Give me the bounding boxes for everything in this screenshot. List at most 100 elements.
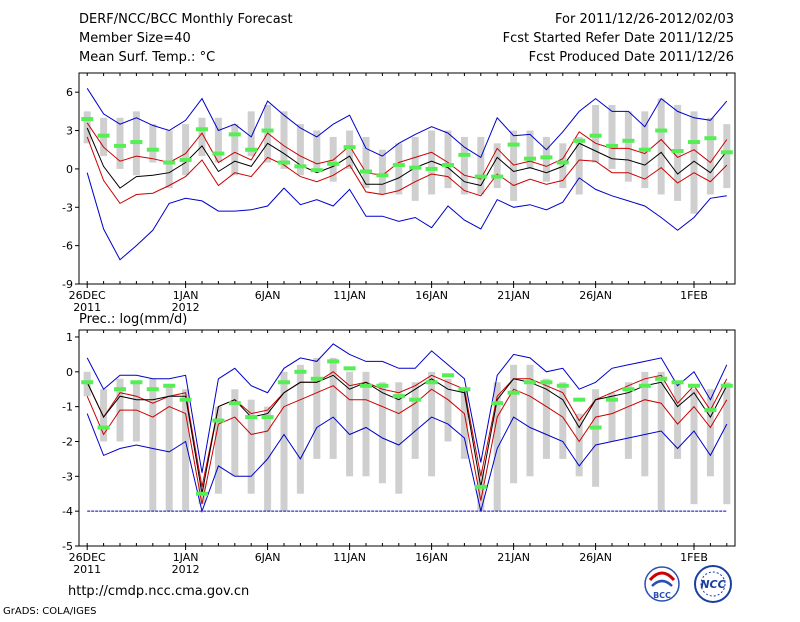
temp-obs-marker [704, 136, 717, 141]
prec-y-tick-label: -2 [62, 435, 73, 448]
temp-ensemble-bar [116, 117, 124, 169]
prec-x-tick-year: 2011 [73, 563, 101, 576]
prec-x-tick-label: 21JAN [497, 551, 530, 564]
prec-ensemble-bar [231, 389, 239, 477]
prec-obs-marker [81, 380, 94, 385]
prec-ensemble-bar [247, 399, 255, 494]
temp-obs-marker [114, 143, 126, 148]
temp-ensemble-bar [624, 111, 632, 182]
temp-ensemble-bar [231, 124, 239, 176]
prec-ensemble-bar [526, 364, 534, 477]
prec-obs-marker [671, 380, 684, 385]
prec-x-tick-label: 11JAN [333, 551, 366, 564]
temp-series-max [86, 88, 728, 159]
temp-x-tick-label: 11JAN [333, 289, 366, 302]
temp-ensemble-bar [198, 117, 206, 157]
temp-obs-marker [130, 140, 143, 145]
prec-ensemble-bar [395, 382, 403, 494]
bcc-logo-text: BCC [653, 591, 671, 600]
prec-ensemble-bar [329, 357, 337, 459]
prec-ensemble-bar [542, 378, 550, 459]
temp-obs-marker [81, 117, 94, 122]
temp-x-tick-label: 16JAN [415, 289, 448, 302]
prec-obs-marker [376, 383, 389, 388]
temp-ensemble-bar [657, 98, 665, 195]
prec-obs-marker [196, 491, 208, 496]
temp-obs-marker [524, 156, 536, 161]
temp-obs-marker [442, 163, 454, 168]
temp-obs-marker [720, 150, 733, 155]
prec-obs-marker [245, 415, 258, 420]
footer-url: http://cmdp.ncc.cma.gov.cn [68, 584, 249, 599]
header-variable: Mean Surf. Temp.: °C [79, 50, 215, 65]
prec-obs-marker [392, 394, 405, 399]
prec-ensemble-bar [411, 382, 419, 459]
temperature-y-axis: 6 3 0 -3 -6 -9 [62, 86, 79, 291]
temp-obs-marker [606, 143, 618, 148]
prec-obs-marker [163, 383, 176, 388]
temp-y-tick-label: 3 [66, 125, 73, 138]
prec-ensemble-bar [657, 371, 665, 512]
bcc-logo-wave [651, 579, 673, 587]
prec-obs-marker [294, 369, 307, 374]
prec-obs-marker [655, 376, 668, 381]
temp-obs-marker [196, 127, 208, 132]
prec-ensemble-bar [624, 382, 632, 459]
temp-x-tick-year: 2012 [172, 301, 200, 314]
prec-x-tick-label: 16JAN [415, 551, 448, 564]
prec-ensemble-bar [460, 389, 468, 459]
prec-obs-marker [261, 415, 274, 420]
header-member-size: Member Size=40 [79, 31, 191, 46]
temp-obs-marker [589, 133, 602, 138]
temp-ensemble-bar [346, 130, 354, 169]
prec-y-tick-label: -1 [62, 401, 73, 414]
prec-series-spread-upper [86, 371, 728, 487]
prec-ensemble-bar [165, 385, 173, 512]
temp-obs-marker [622, 138, 635, 143]
header-left: DERF/NCC/BCC Monthly Forecast Member Siz… [79, 12, 293, 65]
temp-obs-marker [360, 169, 372, 174]
prec-obs-marker [507, 390, 520, 395]
temp-ensemble-bar [329, 136, 337, 182]
prec-ensemble-bar [477, 469, 485, 512]
prec-x-tick-label: 6JAN [255, 551, 281, 564]
header-produced-date: Fcst Produced Date 2011/12/26 [529, 50, 734, 65]
temp-y-tick-label: -3 [62, 201, 73, 214]
prec-obs-marker [310, 376, 323, 381]
temp-ensemble-bar [247, 111, 255, 157]
temp-y-tick-label: 6 [66, 86, 73, 99]
prec-obs-marker [425, 380, 438, 385]
precipitation-panel-frame [78, 329, 736, 547]
temp-ensemble-bar [723, 124, 731, 189]
prec-ensemble-bar [723, 382, 731, 505]
temp-ensemble-bar [428, 130, 436, 195]
temp-obs-marker [261, 128, 274, 133]
prec-y-tick-label: -3 [62, 470, 73, 483]
prec-obs-marker [606, 397, 618, 402]
temperature-lines [86, 88, 728, 261]
prec-ensemble-bar [608, 392, 616, 442]
temp-obs-marker [163, 160, 176, 165]
prec-x-tick-label: 1JAN [173, 551, 199, 564]
temp-ensemble-bar [493, 143, 501, 189]
prec-y-tick-label: 0 [66, 366, 73, 379]
prec-x-tick-label: 26JAN [579, 551, 612, 564]
temp-obs-marker [97, 133, 110, 138]
prec-obs-marker [228, 401, 241, 406]
temp-obs-marker [425, 166, 438, 171]
temp-x-tick-label: 21JAN [497, 289, 530, 302]
prec-obs-marker [540, 380, 553, 385]
temperature-obs-markers [81, 117, 733, 179]
prec-ensemble-bar [641, 371, 649, 477]
prec-obs-marker [278, 380, 290, 385]
prec-obs-marker [130, 380, 143, 385]
prec-ensemble-bar [559, 382, 567, 459]
temp-ensemble-bar [83, 111, 91, 144]
temp-x-tick-year: 2011 [73, 301, 101, 314]
prec-obs-marker [720, 383, 733, 388]
ncc-logo-globe [700, 571, 726, 597]
prec-y-tick-label: -4 [62, 505, 73, 518]
prec-ensemble-bar [493, 382, 501, 512]
prec-obs-marker [327, 359, 340, 364]
